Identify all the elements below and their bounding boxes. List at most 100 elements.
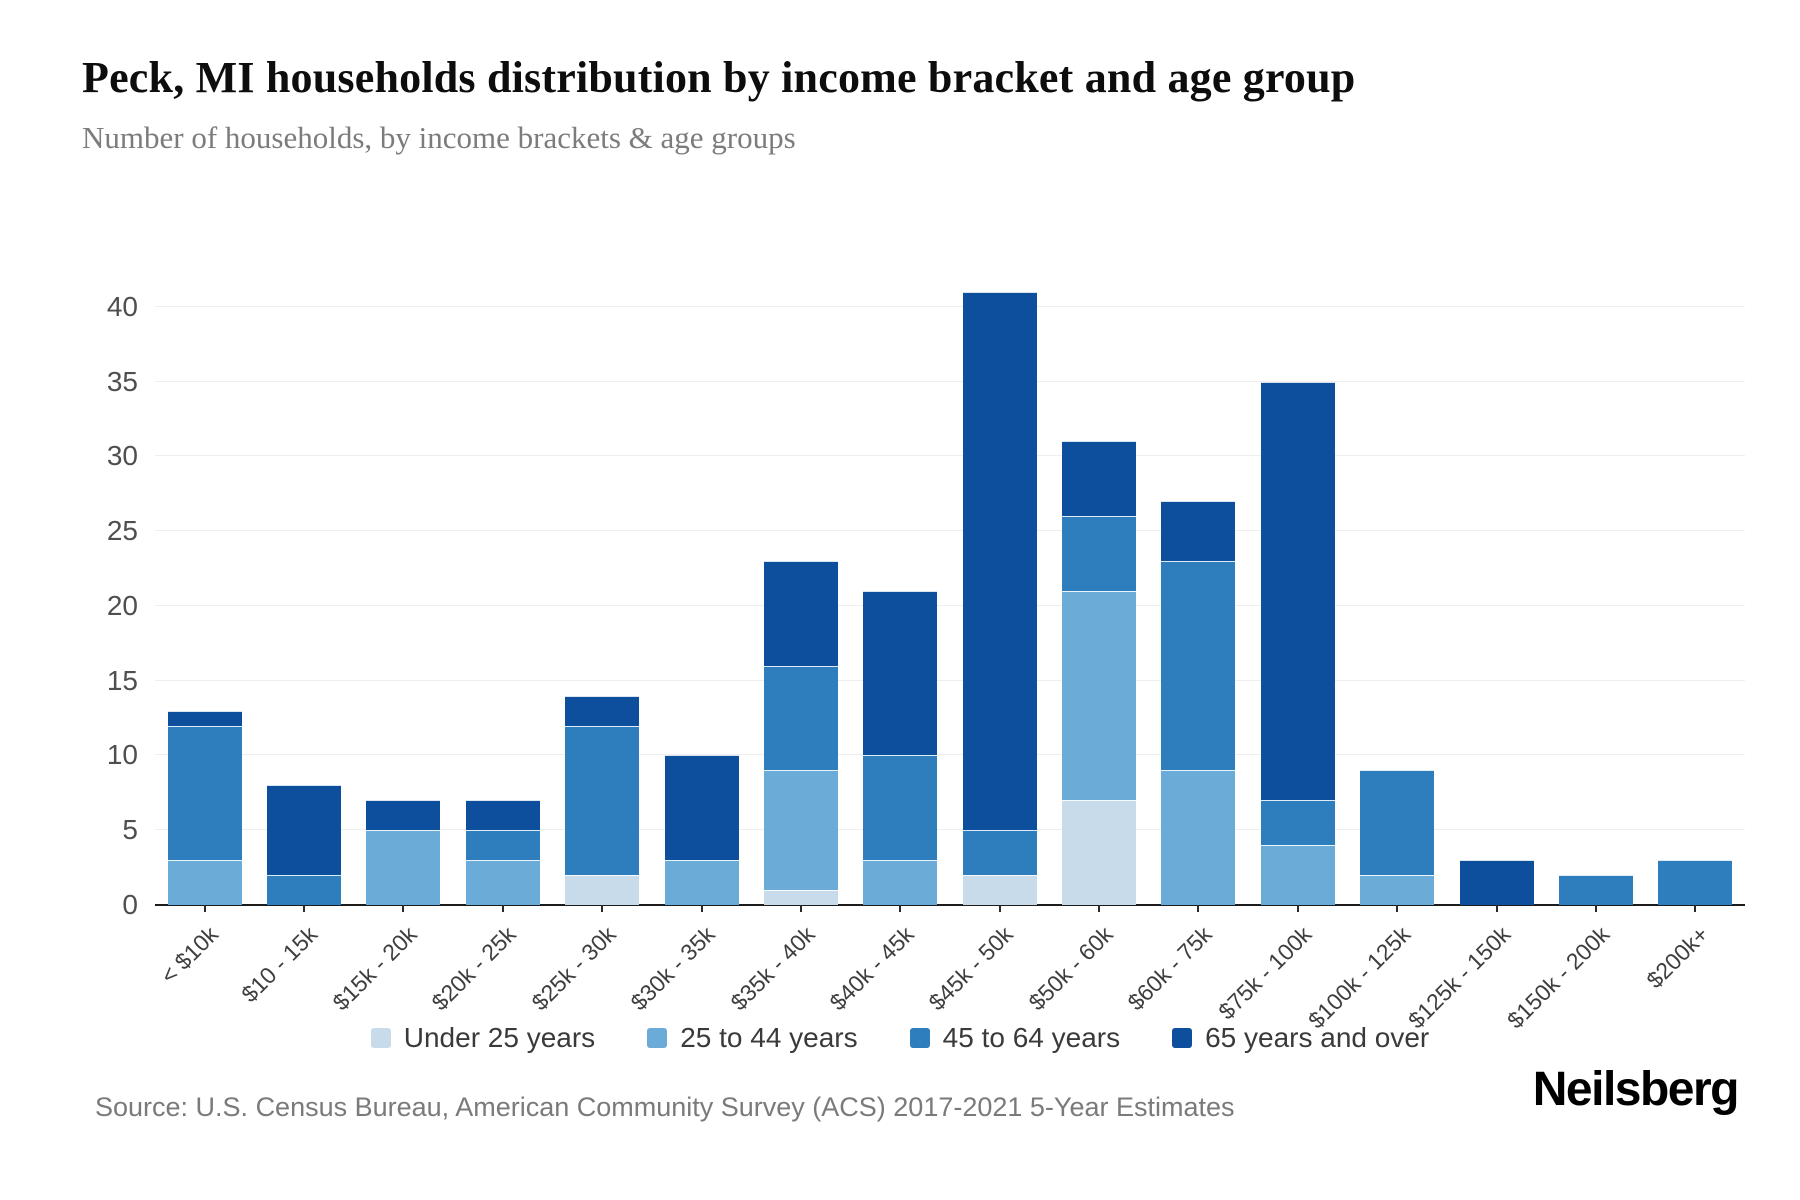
source-note: Source: U.S. Census Bureau, American Com… — [95, 1092, 1235, 1122]
bar-segment — [267, 875, 342, 905]
legend-swatch — [647, 1028, 668, 1048]
bar-segment — [664, 860, 739, 905]
x-axis-tick — [1694, 905, 1697, 912]
bar-segment — [1360, 875, 1435, 905]
gridline-15 — [155, 679, 1745, 681]
x-axis-tick — [799, 905, 802, 912]
x-tick-label: $100k - 125k — [1303, 921, 1416, 1034]
bar-segment — [962, 830, 1037, 876]
bar-$60k - 75k — [1161, 250, 1236, 905]
bar-$100k - 125k — [1360, 250, 1435, 905]
x-tick-label: $35k - 40k — [724, 921, 820, 1016]
legend-swatch — [370, 1028, 391, 1048]
bar-$15k - 20k — [366, 250, 441, 905]
bar-segment — [366, 830, 441, 905]
bar-segment — [565, 725, 640, 876]
bar-segment — [465, 860, 540, 905]
bar-segment — [465, 800, 540, 831]
gridline-5 — [155, 829, 1745, 831]
gridline-10 — [155, 754, 1745, 756]
x-tick-label: < $10k — [155, 921, 224, 989]
bar-segment — [167, 710, 242, 726]
x-tick-label: $40k - 45k — [824, 921, 919, 1016]
bar-$10 - 15k — [267, 250, 342, 905]
bar-< $10k — [167, 250, 242, 905]
y-tick-label-0: 0 — [122, 889, 138, 920]
bar-segment — [167, 860, 242, 905]
bar-segment — [863, 590, 938, 756]
y-tick-label-30: 30 — [106, 440, 138, 472]
bar-segment — [1062, 441, 1137, 517]
page-subtitle: Number of households, by income brackets… — [82, 120, 796, 155]
bar-$50k - 60k — [1062, 250, 1137, 905]
bar-segment — [267, 785, 342, 876]
x-axis-tick — [501, 905, 504, 912]
legend-item: 65 years and over — [1172, 1022, 1429, 1054]
bar-segment — [1260, 800, 1335, 846]
bar-segment — [763, 890, 838, 905]
y-tick-label-5: 5 — [122, 814, 138, 846]
bar-segment — [1459, 860, 1534, 905]
legend-swatch — [1172, 1028, 1193, 1048]
x-tick-label: $15k - 20k — [327, 921, 422, 1016]
legend-item: 25 to 44 years — [647, 1022, 858, 1054]
x-axis-tick — [899, 905, 902, 912]
x-axis-tick — [1296, 905, 1299, 912]
bar-segment — [565, 695, 640, 726]
gridline-25 — [155, 530, 1745, 532]
bar-segment — [1558, 875, 1633, 905]
bar-segment — [1161, 561, 1236, 771]
gridline-35 — [155, 380, 1745, 382]
bar-segment — [465, 830, 540, 861]
bar-segment — [863, 860, 938, 905]
bar-$125k - 150k — [1459, 250, 1534, 905]
x-tick-label: $20k - 25k — [426, 921, 522, 1016]
bar-segment — [863, 755, 938, 861]
x-axis-tick — [1396, 905, 1399, 912]
legend-label: 65 years and over — [1205, 1022, 1430, 1053]
x-tick-label: $125k - 150k — [1402, 921, 1515, 1034]
x-axis-line — [155, 904, 1745, 906]
bar-segment — [1062, 516, 1137, 591]
bar-segment — [1062, 800, 1137, 905]
legend-label: 45 to 64 years — [942, 1022, 1121, 1053]
y-tick-label-25: 25 — [106, 515, 138, 547]
bar-$30k - 35k — [664, 250, 739, 905]
x-tick-label: $10 - 15k — [236, 921, 323, 1008]
bar-segment — [763, 561, 838, 666]
bar-segment — [1260, 381, 1335, 801]
bar-segment — [1161, 770, 1236, 905]
legend-item: 45 to 64 years — [909, 1022, 1121, 1054]
plot-area: < $10k $10 - 15k $15k - 20k $20k - 25k $25k … — [155, 250, 1745, 1033]
legend-item: Under 25 years — [370, 1022, 595, 1054]
x-tick-label: $75k - 100k — [1212, 921, 1317, 1025]
x-axis-tick — [700, 905, 703, 912]
x-axis-tick — [1098, 905, 1101, 912]
x-tick-label: $200k+ — [1641, 921, 1714, 994]
bar-$25k - 30k — [565, 250, 640, 905]
brand-logo: Neilsberg — [1532, 1063, 1740, 1116]
bar-segment — [1062, 590, 1137, 801]
bar-segment — [366, 800, 441, 831]
gridline-20 — [155, 604, 1745, 606]
bar-$40k - 45k — [863, 250, 938, 905]
legend: Under 25 years 25 to 44 years 45 to 64 yea… — [90, 1022, 1710, 1054]
y-tick-label-40: 40 — [106, 290, 138, 322]
x-axis-tick — [203, 905, 206, 912]
bar-$200k+ — [1658, 250, 1733, 905]
bar-segment — [1161, 501, 1236, 562]
bar-$35k - 40k — [763, 250, 838, 905]
bar-segment — [962, 291, 1037, 831]
gridline-30 — [155, 455, 1745, 457]
x-tick-label: $50k - 60k — [1023, 921, 1118, 1016]
y-axis-labels: 0 5 10 15 20 25 30 35 40 — [60, 250, 150, 920]
page-title: Peck, MI households distribution by inco… — [82, 53, 1356, 102]
bar-$45k - 50k — [962, 250, 1037, 905]
x-axis-tick — [1495, 905, 1498, 912]
x-tick-label: $30k - 35k — [625, 921, 720, 1016]
bar-$150k - 200k — [1558, 250, 1633, 905]
bar-segment — [1360, 770, 1435, 876]
x-axis-tick — [303, 905, 306, 912]
bar-$75k - 100k — [1260, 250, 1335, 905]
